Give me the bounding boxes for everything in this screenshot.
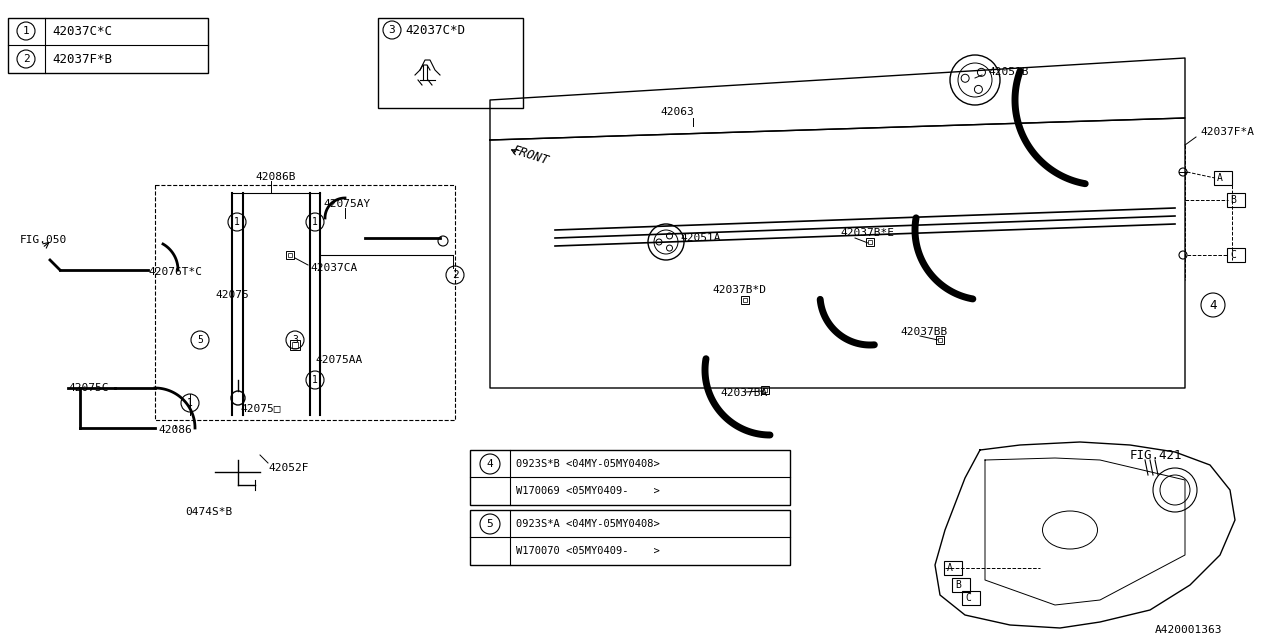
- Text: A420001363: A420001363: [1155, 625, 1222, 635]
- Bar: [285, 251, 294, 259]
- Text: W170070 <05MY0409-    >: W170070 <05MY0409- >: [516, 546, 659, 556]
- Text: 42037F*B: 42037F*B: [52, 52, 113, 65]
- Text: FIG.421: FIG.421: [1130, 449, 1183, 461]
- Circle shape: [961, 74, 969, 83]
- Bar: [938, 338, 942, 342]
- Text: 1: 1: [23, 26, 29, 36]
- Text: 42075□: 42075□: [241, 403, 280, 413]
- Bar: [470, 510, 790, 565]
- Text: 42075AY: 42075AY: [323, 199, 370, 209]
- Text: 42075AA: 42075AA: [315, 355, 362, 365]
- Bar: [963, 591, 980, 605]
- Bar: [945, 561, 963, 575]
- Text: B: B: [955, 580, 961, 590]
- Bar: [155, 185, 454, 420]
- Text: 42037F*A: 42037F*A: [1201, 127, 1254, 137]
- Bar: [763, 388, 767, 392]
- Text: 0923S*B <04MY-05MY0408>: 0923S*B <04MY-05MY0408>: [516, 459, 659, 469]
- Text: 42076T*C: 42076T*C: [148, 267, 202, 277]
- Text: C: C: [965, 593, 970, 603]
- Bar: [742, 298, 748, 302]
- Circle shape: [657, 239, 662, 245]
- Circle shape: [978, 68, 986, 76]
- Text: 0474S*B: 0474S*B: [186, 507, 232, 517]
- Text: 42051A: 42051A: [680, 233, 721, 243]
- Text: 5: 5: [486, 519, 493, 529]
- Bar: [292, 342, 298, 348]
- Text: 42037BB: 42037BB: [900, 327, 947, 337]
- Text: 1: 1: [312, 217, 317, 227]
- Bar: [867, 238, 874, 246]
- Text: 42037C*C: 42037C*C: [52, 24, 113, 38]
- Text: FRONT: FRONT: [511, 143, 550, 167]
- Bar: [1213, 171, 1231, 185]
- Text: 42037B*E: 42037B*E: [840, 228, 893, 238]
- Bar: [1228, 193, 1245, 207]
- Circle shape: [667, 233, 672, 239]
- Bar: [1228, 248, 1245, 262]
- Circle shape: [667, 245, 672, 251]
- Text: 42037B*D: 42037B*D: [712, 285, 765, 295]
- Bar: [741, 296, 749, 304]
- Text: 42037BA: 42037BA: [721, 388, 767, 398]
- Text: 2: 2: [452, 270, 458, 280]
- Text: 5: 5: [197, 335, 204, 345]
- Text: C: C: [1230, 250, 1236, 260]
- Text: 42086: 42086: [157, 425, 192, 435]
- Text: 3: 3: [389, 25, 396, 35]
- Text: 42037CA: 42037CA: [310, 263, 357, 273]
- Bar: [378, 18, 524, 108]
- Text: W170069 <05MY0409-    >: W170069 <05MY0409- >: [516, 486, 659, 496]
- Text: 4: 4: [486, 459, 493, 469]
- Bar: [470, 450, 790, 505]
- Bar: [868, 240, 872, 244]
- Text: 3: 3: [292, 335, 298, 345]
- Bar: [936, 336, 945, 344]
- Text: 1: 1: [312, 375, 317, 385]
- Circle shape: [974, 85, 983, 93]
- Bar: [291, 340, 300, 350]
- Text: 42051B: 42051B: [988, 67, 1029, 77]
- Text: 1: 1: [187, 398, 193, 408]
- Text: 42086B: 42086B: [255, 172, 296, 182]
- Text: A: A: [1217, 173, 1222, 183]
- Text: 42075C: 42075C: [68, 383, 109, 393]
- Bar: [288, 253, 292, 257]
- Text: 42075: 42075: [215, 290, 248, 300]
- Text: 1: 1: [234, 217, 239, 227]
- Text: B: B: [1230, 195, 1236, 205]
- Text: FIG.050: FIG.050: [20, 235, 68, 245]
- Text: 0923S*A <04MY-05MY0408>: 0923S*A <04MY-05MY0408>: [516, 519, 659, 529]
- Text: A: A: [947, 563, 952, 573]
- Text: 42037C*D: 42037C*D: [404, 24, 465, 36]
- Text: 42052F: 42052F: [268, 463, 308, 473]
- Bar: [762, 386, 769, 394]
- Text: 4: 4: [1210, 298, 1217, 312]
- Bar: [8, 18, 209, 73]
- Text: 42063: 42063: [660, 107, 694, 117]
- Bar: [952, 578, 970, 592]
- Text: 2: 2: [23, 54, 29, 64]
